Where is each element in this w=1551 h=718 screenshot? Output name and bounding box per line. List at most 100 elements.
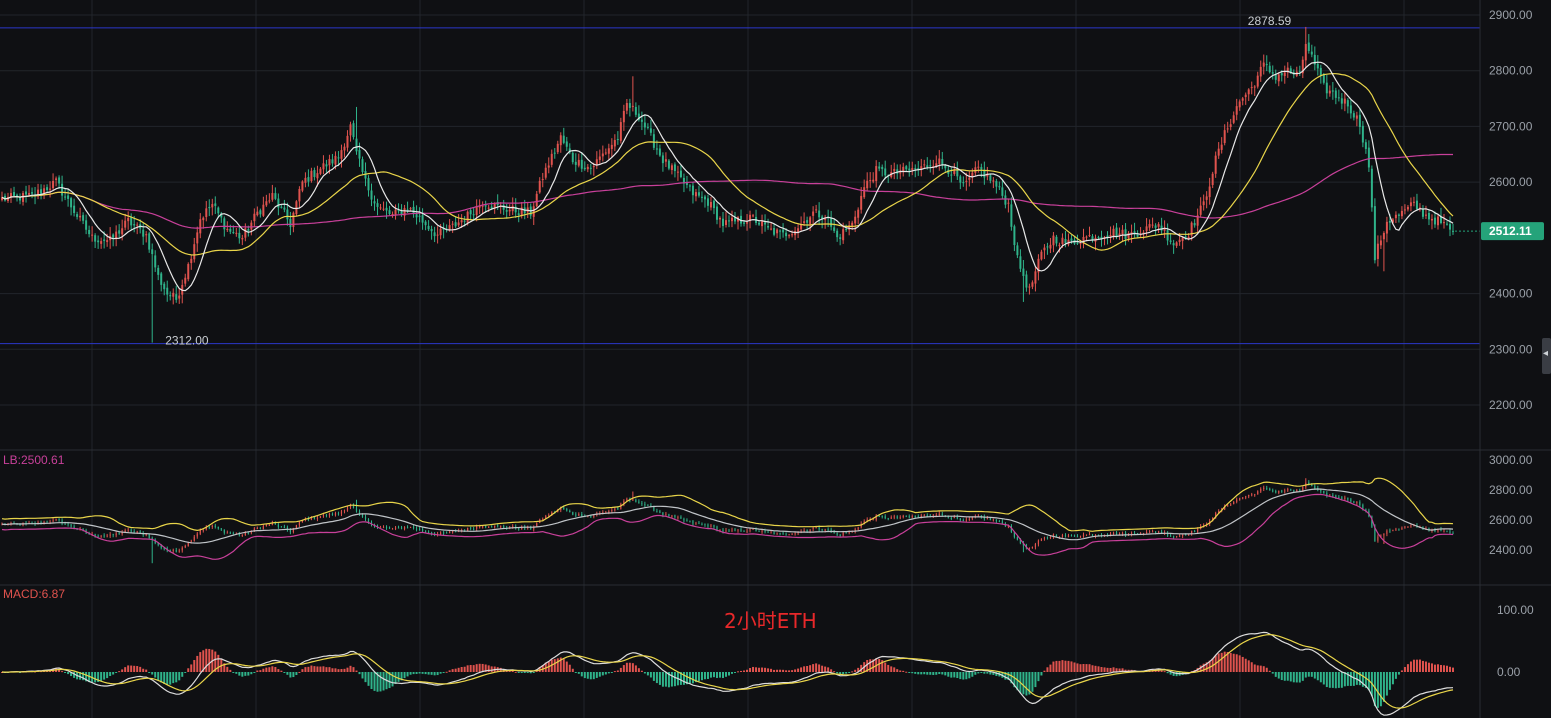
- macd-bar: [743, 670, 746, 672]
- macd-bar: [1061, 660, 1064, 672]
- macd-bar: [914, 672, 917, 674]
- macd-bar: [643, 672, 646, 674]
- candle: [1263, 485, 1265, 492]
- candle: [175, 547, 177, 553]
- macd-bar: [935, 672, 938, 675]
- candle: [4, 193, 7, 202]
- candle: [1284, 488, 1286, 494]
- candle: [202, 529, 204, 533]
- macd-bar: [788, 670, 791, 672]
- candle: [52, 173, 55, 191]
- candle: [689, 520, 691, 523]
- macd-bar: [1217, 653, 1220, 672]
- main-price-pane[interactable]: 2878.59 2312.00: [0, 14, 1480, 348]
- candle: [1268, 61, 1271, 74]
- candle: [965, 172, 968, 191]
- macd-bar: [307, 666, 310, 672]
- macd-bar: [920, 672, 923, 675]
- candle: [334, 511, 337, 517]
- macd-bar: [1337, 672, 1340, 688]
- candle: [1442, 213, 1445, 229]
- candle: [379, 525, 382, 528]
- price-axis[interactable]: 2900.00 2800.00 2700.00 2600.00 2400.00 2300.…: [1479, 0, 1544, 718]
- candle: [917, 160, 920, 176]
- candle: [691, 182, 694, 204]
- macd-bar: [193, 660, 196, 672]
- candle: [818, 202, 821, 226]
- candle: [758, 530, 760, 532]
- candle: [172, 548, 174, 553]
- candle: [665, 511, 667, 516]
- candle: [770, 530, 772, 534]
- macd-bar: [839, 672, 842, 675]
- candle: [1064, 533, 1067, 538]
- candle: [749, 210, 752, 229]
- macd-bar: [1049, 664, 1052, 672]
- candle: [511, 197, 514, 215]
- candle: [1091, 233, 1094, 243]
- macd-bar: [382, 672, 385, 691]
- candle: [355, 499, 358, 513]
- macd-bar: [800, 667, 803, 672]
- candle: [911, 514, 913, 519]
- candle: [752, 213, 755, 218]
- candle: [1433, 211, 1436, 228]
- macd-bar: [965, 672, 968, 680]
- macd-bar: [1274, 672, 1277, 677]
- macd-bar: [217, 654, 220, 672]
- candle: [1400, 206, 1403, 220]
- candle: [109, 532, 111, 538]
- candle: [1398, 528, 1400, 531]
- macd-bar: [325, 667, 328, 672]
- macd-bar: [854, 669, 857, 672]
- candle: [319, 166, 322, 176]
- candle: [833, 218, 836, 233]
- candle: [316, 515, 319, 522]
- macd-bar: [499, 667, 502, 672]
- macd-bar: [1034, 672, 1037, 688]
- macd-pane[interactable]: [1, 631, 1454, 716]
- macd-bar: [944, 672, 947, 676]
- candle: [962, 176, 965, 187]
- candle: [1190, 221, 1193, 241]
- candle: [184, 273, 187, 287]
- candle: [797, 223, 800, 239]
- macd-bar: [899, 670, 902, 672]
- macd-bar: [208, 648, 211, 672]
- candle: [950, 516, 952, 521]
- candle: [731, 527, 733, 533]
- macd-bar: [592, 672, 595, 680]
- candle: [893, 514, 895, 520]
- macd-bar: [106, 672, 109, 679]
- candle: [622, 104, 625, 131]
- candle: [1232, 111, 1235, 125]
- macd-bar: [1202, 663, 1205, 672]
- macd-bar: [1316, 672, 1319, 681]
- candle: [761, 214, 764, 234]
- candle: [157, 265, 160, 281]
- candle: [73, 198, 76, 217]
- macd-bar: [628, 662, 631, 672]
- macd-bar: [319, 666, 322, 672]
- macd-bar: [514, 671, 517, 673]
- macd-bar: [1097, 666, 1100, 672]
- axis-scroll-handle[interactable]: ◂: [1542, 338, 1551, 374]
- candle: [605, 510, 607, 514]
- candle: [280, 204, 283, 209]
- candle: [10, 188, 13, 203]
- macd-bar: [520, 672, 523, 673]
- candle: [890, 515, 892, 520]
- bollinger-pane[interactable]: [1, 477, 1454, 564]
- macd-bar: [1442, 665, 1445, 672]
- candle: [271, 184, 274, 202]
- macd-bar: [1103, 667, 1106, 672]
- macd-bar: [1250, 662, 1253, 672]
- candle: [530, 525, 532, 530]
- candle: [238, 531, 240, 537]
- candle: [397, 525, 400, 529]
- candle: [181, 546, 183, 553]
- candle: [1167, 531, 1169, 537]
- candle: [550, 149, 553, 168]
- candle: [1344, 495, 1346, 501]
